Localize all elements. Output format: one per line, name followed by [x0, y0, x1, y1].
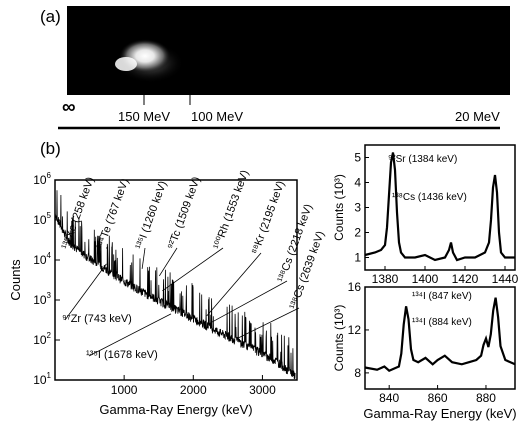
inset-bottom-annotation-0: ¹³⁴I (847 keV) [412, 291, 472, 302]
inset-top-trace [365, 153, 515, 261]
energy-label-infinity: ∞ [62, 97, 76, 118]
panel-a-beam-core [115, 57, 137, 71]
y-tick-label-0: 101 [33, 371, 51, 387]
annotation-label-3: ⁹²Tc (1509 keV) [166, 175, 203, 251]
inset-bottom-frame [365, 287, 515, 389]
annotation-label-2: ¹³⁵I (1260 keV) [134, 179, 170, 251]
x-tick-label-2: 3000 [249, 383, 276, 397]
inset-bottom-annotation-1: ¹³⁴I (884 keV) [412, 317, 472, 328]
energy-label-100: 100 MeV [191, 109, 243, 124]
inset-bottom-y-tick-label-1: 12 [348, 323, 362, 337]
y-tick-label-5: 106 [33, 171, 51, 187]
annotation-leader-5 [207, 253, 261, 316]
energy-label-20: 20 MeV [455, 109, 500, 124]
y-tick-label-2: 103 [33, 291, 51, 307]
annotation-label-1: ¹³⁴Te (767 keV) [95, 177, 132, 251]
inset-top-y-tick-label-4: 5 [354, 151, 361, 165]
inset-bottom-y-tick-label-0: 8 [354, 366, 361, 380]
annotation-label-5: ⁸⁸Kr (2195 keV) [250, 179, 288, 256]
inset-bottom-x-axis-label: Gamma-Ray Energy (keV) [363, 406, 516, 421]
panel-b-label: (b) [40, 139, 61, 158]
main-y-axis-label: Counts [8, 259, 23, 301]
energy-label-150: 150 MeV [118, 109, 170, 124]
annotation-leader-8 [65, 264, 106, 320]
x-tick-label-1: 2000 [180, 383, 207, 397]
inset-top-y-axis-label: Counts (10³) [332, 174, 346, 241]
main-spectrum-chart: 101 102 103 104 105 106 1000 2000 3000 ¹³⁵Xe (258… [8, 169, 327, 417]
annotation-leader-3 [159, 248, 177, 276]
y-tick-label-1: 102 [33, 331, 51, 347]
inset-bottom-x-tick-label-1: 860 [428, 391, 448, 405]
annotation-leader-7 [237, 308, 299, 338]
x-tick-label-0: 1000 [111, 383, 138, 397]
annotation-label-4: ¹⁰⁰Rh (1553 keV) [212, 169, 252, 251]
inset-top-x-tick-label-3: 1440 [492, 272, 519, 286]
inset-top-annotation-0: ⁹²Sr (1384 keV) [388, 154, 457, 165]
inset-bottom-y-tick-label-2: 16 [348, 280, 362, 294]
panel-a-label: (a) [40, 7, 61, 26]
y-tick-label-4: 105 [33, 211, 51, 227]
inset-bottom-chart: 8 12 16 840 860 880 ¹³⁴I (847 keV) ¹³⁴I (884 ke… [332, 280, 517, 421]
inset-bottom-y-axis-label: Counts (10³) [332, 305, 346, 372]
inset-top-x-tick-label-2: 1420 [452, 272, 479, 286]
inset-bottom-x-tick-label-0: 840 [379, 391, 399, 405]
inset-bottom-x-tick-label-2: 880 [476, 391, 496, 405]
annotation-label-0: ¹³⁵Xe (258 keV) [60, 175, 97, 251]
inset-top-y-tick-label-2: 3 [354, 201, 361, 215]
inset-top-y-tick-label-3: 4 [354, 176, 361, 190]
main-x-axis-label: Gamma-Ray Energy (keV) [99, 402, 252, 417]
y-tick-label-3: 104 [33, 251, 51, 267]
inset-bottom-trace [365, 298, 515, 371]
annotation-label-8: ⁹⁷Zr (743 keV) [62, 313, 132, 325]
inset-top-x-tick-label-0: 1380 [372, 272, 399, 286]
inset-top-annotation-1: ¹³⁸Cs (1436 keV) [392, 192, 467, 203]
annotation-label-9: ¹³⁵I (1678 keV) [86, 349, 158, 361]
inset-top-chart: 1 2 3 4 5 1380 1400 1420 1440 ⁹²Sr (1384 keV) ¹³⁸C… [332, 145, 519, 286]
annotation-leader-4 [162, 248, 223, 291]
energy-ticks [144, 95, 190, 105]
inset-top-y-tick-label-1: 2 [354, 226, 361, 240]
inset-top-y-tick-label-0: 1 [354, 251, 361, 265]
inset-top-x-tick-label-1: 1400 [412, 272, 439, 286]
annotation-leader-6 [208, 281, 287, 324]
